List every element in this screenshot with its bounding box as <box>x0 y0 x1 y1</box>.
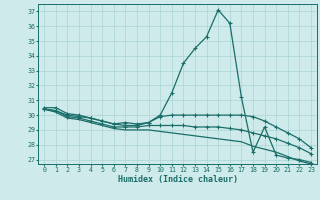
X-axis label: Humidex (Indice chaleur): Humidex (Indice chaleur) <box>118 175 238 184</box>
